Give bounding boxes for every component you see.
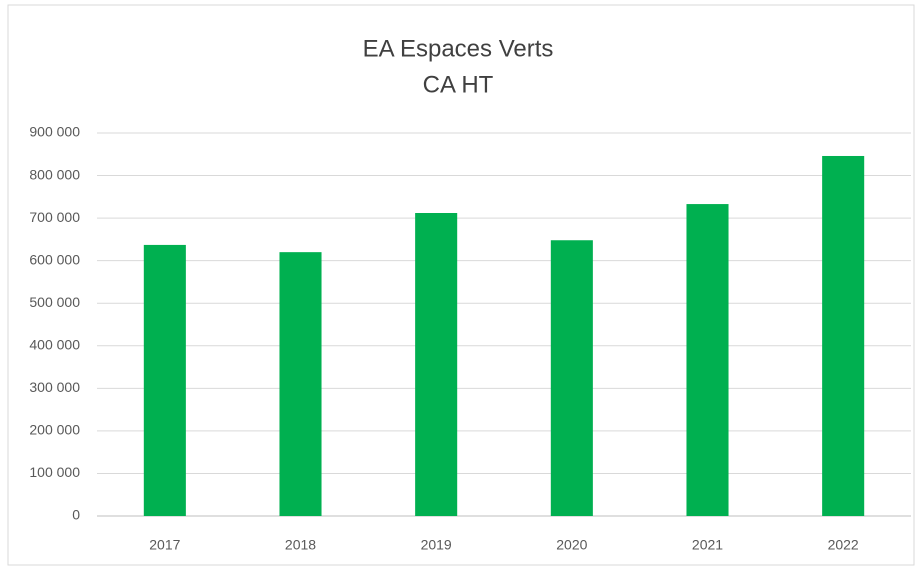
bar	[686, 204, 729, 516]
x-tick-label: 2019	[421, 537, 452, 553]
y-tick-label: 300 000	[29, 379, 80, 395]
y-tick-label: 500 000	[29, 294, 80, 310]
x-tick-label: 2021	[692, 537, 723, 553]
y-tick-label: 100 000	[29, 464, 80, 480]
x-tick-label: 2020	[556, 537, 587, 553]
y-tick-label: 700 000	[29, 209, 80, 225]
chart-subtitle: CA HT	[423, 71, 494, 98]
bar	[822, 155, 865, 517]
y-tick-label: 900 000	[29, 124, 80, 140]
x-tick-label: 2018	[285, 537, 316, 553]
y-tick-label: 800 000	[29, 166, 80, 182]
y-tick-label: 600 000	[29, 251, 80, 267]
y-tick-label: 200 000	[29, 422, 80, 438]
bar	[415, 213, 458, 516]
x-tick-label: 2022	[828, 537, 859, 553]
bar	[279, 252, 322, 516]
y-tick-label: 400 000	[29, 336, 80, 352]
chart-title: EA Espaces Verts	[363, 35, 554, 62]
bar	[143, 244, 186, 516]
y-tick-label: 0	[72, 507, 80, 523]
bar	[550, 240, 593, 517]
x-tick-label: 2017	[149, 537, 180, 553]
